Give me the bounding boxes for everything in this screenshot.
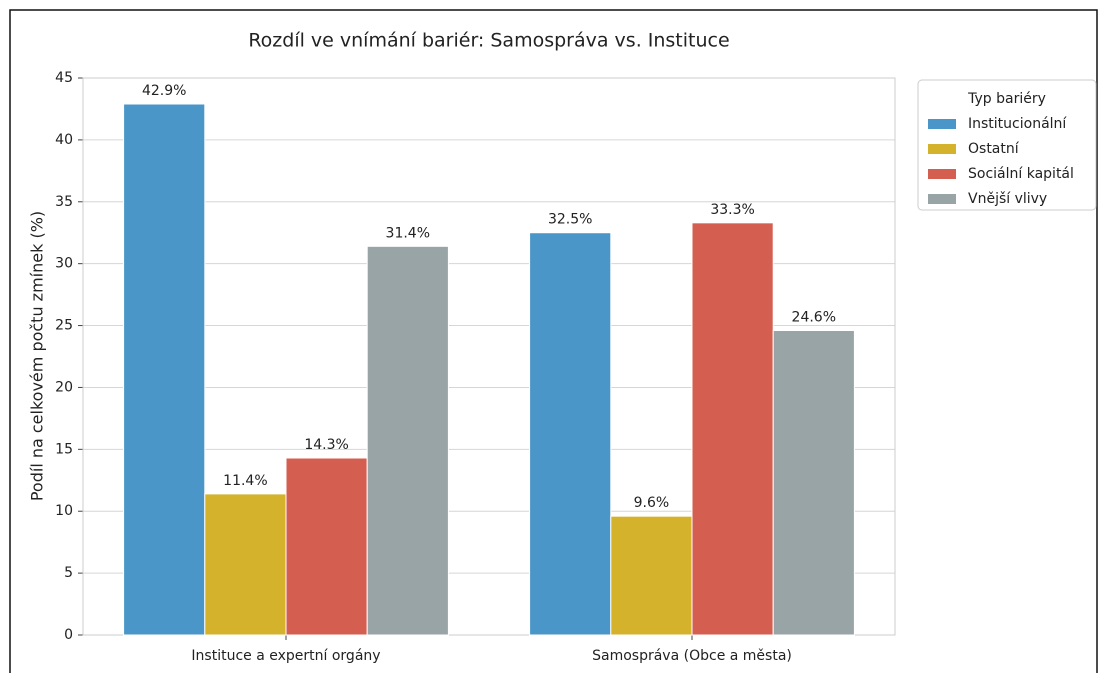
legend-swatch — [928, 144, 956, 154]
y-axis-label: Podíl na celkovém počtu zmínek (%) — [28, 211, 47, 501]
y-tick-label: 35 — [55, 194, 73, 210]
x-tick-label: Samospráva (Obce a města) — [592, 648, 792, 664]
bar — [366, 245, 449, 636]
frame — [9, 9, 1098, 673]
legend-swatch — [928, 194, 956, 204]
y-tick-label: 0 — [64, 627, 73, 643]
legend-swatch — [928, 119, 956, 129]
value-label: 9.6% — [634, 495, 670, 511]
plot-border — [82, 77, 896, 636]
legend-label: Vnější vlivy — [968, 191, 1047, 207]
bar — [123, 103, 206, 636]
value-label: 24.6% — [792, 310, 836, 326]
y-tick-label: 25 — [55, 318, 73, 334]
y-tick-label: 5 — [64, 565, 73, 581]
y-tick-label: 15 — [55, 441, 73, 457]
y-tick-label: 45 — [55, 70, 73, 86]
legend-label: Sociální kapitál — [968, 166, 1074, 182]
value-label: 42.9% — [142, 83, 186, 99]
bar — [610, 515, 693, 636]
value-label: 31.4% — [386, 225, 430, 241]
value-label: 14.3% — [304, 437, 348, 453]
y-tick-label: 20 — [55, 379, 73, 395]
x-tick-label: Instituce a expertní orgány — [191, 648, 380, 664]
y-tick-label: 40 — [55, 132, 73, 148]
legend-swatch — [928, 169, 956, 179]
bar — [691, 222, 774, 636]
legend-box — [917, 79, 1097, 211]
legend-label: Ostatní — [968, 141, 1020, 157]
value-label: 32.5% — [548, 212, 592, 228]
y-tick-label: 30 — [55, 256, 73, 272]
legend-title: Typ bariéry — [967, 91, 1046, 107]
chart-title: Rozdíl ve vnímání bariér: Samospráva vs.… — [248, 30, 729, 52]
bar — [529, 232, 612, 636]
value-label: 11.4% — [223, 473, 267, 489]
bar — [285, 457, 368, 636]
y-tick-label: 10 — [55, 503, 73, 519]
bar — [772, 330, 855, 636]
value-label: 33.3% — [710, 202, 754, 218]
legend-label: Institucionální — [968, 116, 1067, 132]
bar — [204, 493, 287, 636]
